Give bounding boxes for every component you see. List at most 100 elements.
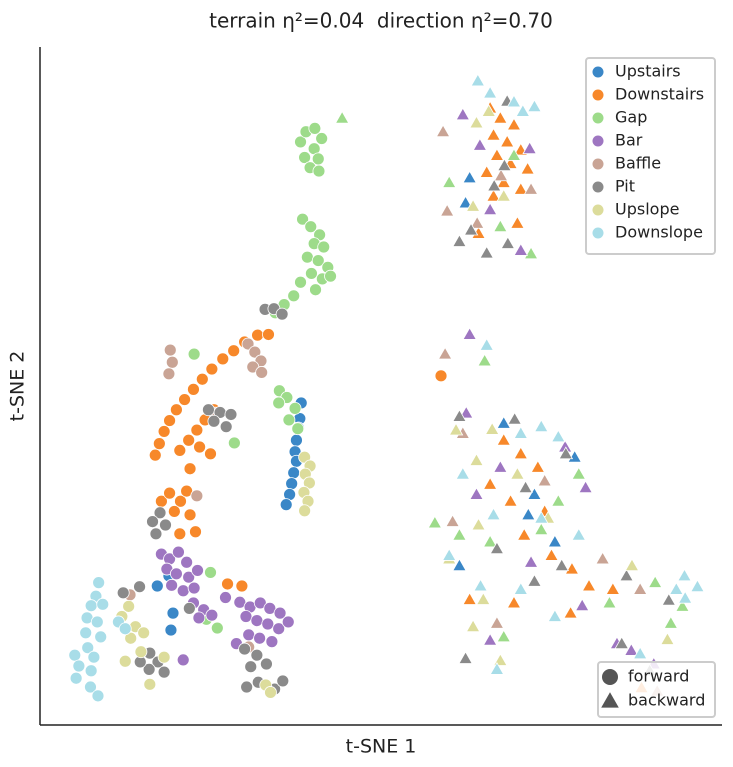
point — [497, 158, 512, 172]
point — [551, 429, 566, 443]
point — [533, 419, 549, 433]
point — [124, 631, 138, 645]
point — [72, 659, 86, 673]
point — [182, 433, 196, 447]
point — [195, 372, 209, 386]
point — [482, 632, 498, 646]
point — [452, 234, 467, 247]
point — [632, 646, 648, 660]
point — [513, 426, 529, 439]
point — [506, 117, 522, 131]
legend-label: Downslope — [615, 223, 703, 242]
point — [116, 586, 130, 600]
point — [571, 527, 587, 541]
point — [469, 115, 484, 129]
point — [282, 413, 296, 427]
point — [190, 423, 204, 437]
point — [463, 222, 479, 236]
point — [143, 677, 157, 691]
legend-label: Baffle — [615, 154, 661, 173]
point — [244, 660, 258, 674]
point — [513, 181, 529, 195]
point — [300, 250, 314, 264]
point — [521, 507, 536, 521]
point — [677, 568, 692, 582]
point — [69, 671, 83, 685]
point — [163, 343, 177, 357]
point — [294, 275, 307, 289]
legend-box — [597, 661, 716, 718]
point — [216, 352, 230, 366]
point — [157, 650, 171, 664]
point — [489, 148, 505, 161]
point — [458, 651, 473, 664]
point — [219, 591, 232, 604]
point — [176, 584, 190, 598]
point — [448, 422, 464, 436]
point — [452, 409, 467, 422]
point — [493, 110, 508, 124]
point — [472, 137, 488, 151]
point — [484, 421, 500, 435]
point — [439, 203, 455, 217]
point — [142, 663, 156, 676]
point — [166, 606, 180, 620]
point — [675, 598, 690, 612]
point — [486, 178, 502, 192]
point — [533, 510, 549, 524]
point — [486, 507, 501, 521]
point — [481, 104, 497, 117]
point — [173, 444, 187, 457]
point — [219, 420, 233, 434]
point — [533, 522, 549, 536]
point — [251, 328, 264, 342]
point — [624, 643, 639, 656]
point — [482, 202, 498, 216]
point — [238, 642, 252, 656]
point — [146, 515, 159, 528]
legend-label: Upstairs — [615, 62, 681, 81]
point — [458, 195, 473, 209]
point — [165, 578, 179, 592]
point — [479, 245, 494, 259]
point — [122, 599, 136, 613]
point — [248, 345, 262, 359]
point — [134, 645, 148, 659]
point — [479, 337, 494, 351]
point — [473, 578, 488, 592]
point — [264, 686, 277, 699]
legend-label: Downstairs — [615, 85, 704, 104]
point — [239, 610, 253, 623]
point — [482, 534, 498, 548]
point — [227, 344, 241, 358]
point — [167, 505, 181, 518]
legend-marker — [592, 135, 604, 147]
point — [493, 168, 509, 182]
legend-label: Gap — [615, 108, 647, 127]
point — [204, 566, 217, 579]
point — [176, 653, 190, 667]
point — [496, 629, 512, 643]
legend-marker — [601, 692, 619, 708]
point — [317, 240, 331, 254]
point — [291, 422, 305, 436]
point — [273, 606, 287, 620]
point — [516, 527, 532, 541]
point — [207, 414, 221, 428]
point — [520, 161, 535, 175]
point — [663, 615, 679, 629]
point — [84, 599, 98, 613]
point — [182, 601, 196, 615]
point — [581, 578, 597, 592]
point — [311, 254, 325, 267]
point — [275, 307, 289, 321]
point — [202, 403, 215, 417]
point — [118, 622, 132, 636]
point — [470, 73, 486, 87]
point — [518, 480, 533, 494]
point — [496, 188, 512, 202]
point — [551, 493, 566, 507]
point — [462, 170, 477, 184]
point — [174, 494, 187, 508]
point — [96, 597, 110, 611]
